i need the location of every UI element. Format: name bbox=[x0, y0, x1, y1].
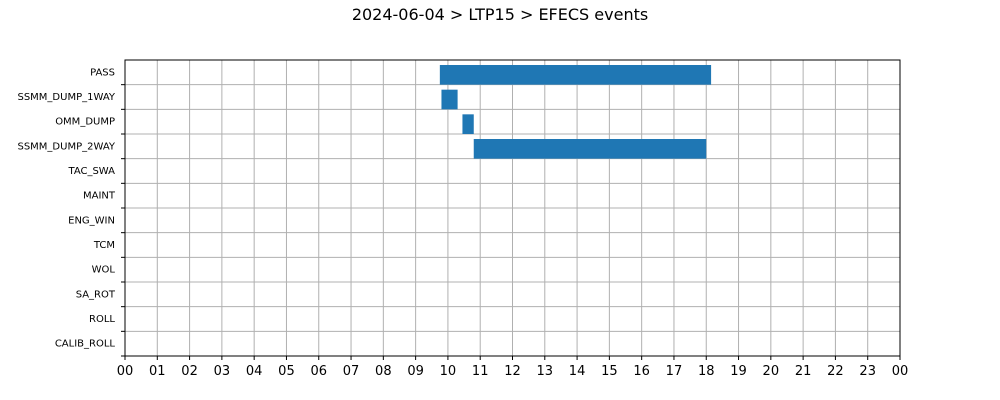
category-label: ROLL bbox=[89, 314, 115, 325]
event-bar bbox=[439, 65, 712, 85]
category-label: SSMM_DUMP_2WAY bbox=[17, 141, 115, 152]
x-tick-label: 22 bbox=[827, 364, 844, 379]
x-tick-label: 11 bbox=[472, 364, 489, 379]
category-label: OMM_DUMP bbox=[55, 117, 115, 128]
chart-title: 2024-06-04 > LTP15 > EFECS events bbox=[351, 5, 649, 24]
event-bar bbox=[462, 114, 474, 134]
x-tick-label: 07 bbox=[343, 364, 360, 379]
x-tick-label: 09 bbox=[407, 364, 424, 379]
x-tick-label: 10 bbox=[440, 364, 457, 379]
hour-tick-labels: 00 01 02 03 04 05 06 07 08 09 10 11 12 13 14 15 16 17 18 19… bbox=[117, 356, 909, 379]
category-label: TCM bbox=[93, 240, 115, 251]
category-label: ENG_WIN bbox=[68, 215, 115, 226]
category-label: WOL bbox=[92, 265, 116, 276]
x-tick-label: 13 bbox=[537, 364, 554, 379]
event-bars bbox=[439, 65, 712, 159]
x-tick-label: 00 bbox=[117, 364, 134, 379]
x-tick-label: 15 bbox=[601, 364, 618, 379]
x-tick-label: 02 bbox=[181, 364, 198, 379]
x-tick-label: 21 bbox=[795, 364, 812, 379]
x-tick-label: 20 bbox=[763, 364, 780, 379]
category-label: PASS bbox=[90, 67, 115, 78]
x-tick-label: 16 bbox=[633, 364, 650, 379]
x-tick-label: 17 bbox=[666, 364, 683, 379]
category-label: SA_ROT bbox=[76, 289, 116, 300]
x-tick-label: 19 bbox=[730, 364, 747, 379]
category-label: SSMM_DUMP_1WAY bbox=[17, 92, 115, 103]
event-bar bbox=[441, 89, 458, 110]
category-labels: PASS SSMM_DUMP_1WAY OMM_DUMP SSMM_DUMP_2WAY… bbox=[17, 67, 125, 357]
category-label: TAC_SWA bbox=[67, 166, 115, 177]
grid-lines bbox=[124, 60, 901, 356]
plot-frame bbox=[124, 59, 901, 357]
x-tick-label: 04 bbox=[246, 364, 263, 379]
x-tick-label: 08 bbox=[375, 364, 392, 379]
x-tick-label: 14 bbox=[569, 364, 586, 379]
x-tick-label: 06 bbox=[310, 364, 327, 379]
category-label: CALIB_ROLL bbox=[55, 339, 116, 350]
x-tick-label: 12 bbox=[504, 364, 521, 379]
x-tick-label: 18 bbox=[698, 364, 715, 379]
x-tick-label: 00 bbox=[892, 364, 909, 379]
x-tick-label: 01 bbox=[149, 364, 166, 379]
x-tick-label: 23 bbox=[859, 364, 876, 379]
category-label: MAINT bbox=[83, 191, 116, 202]
x-tick-label: 05 bbox=[278, 364, 295, 379]
event-bar bbox=[473, 139, 707, 159]
x-tick-label: 03 bbox=[214, 364, 231, 379]
